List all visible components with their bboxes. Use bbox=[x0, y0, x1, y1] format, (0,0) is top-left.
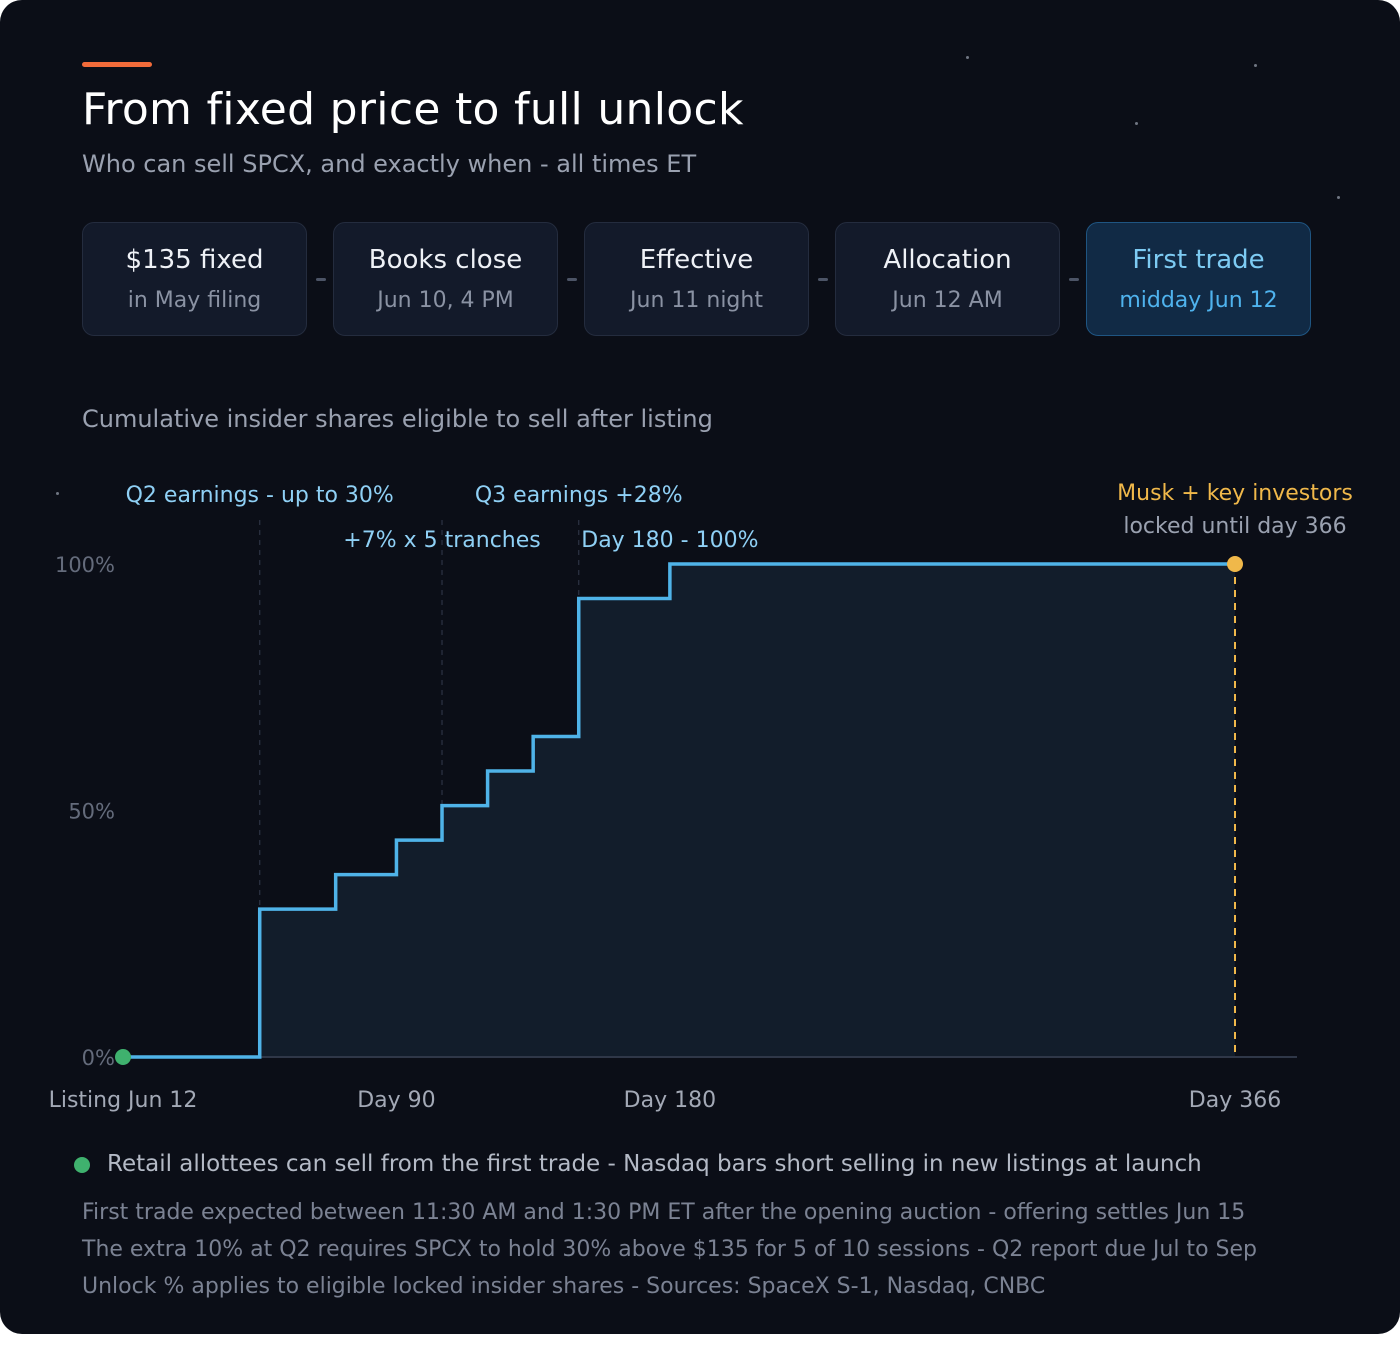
footnote-line: Unlock % applies to eligible locked insi… bbox=[82, 1274, 1046, 1299]
timeline-connector bbox=[818, 278, 828, 281]
chart-caption: Cumulative insider shares eligible to se… bbox=[82, 405, 713, 433]
event-annotation: Q3 earnings +28% bbox=[475, 483, 683, 508]
listing-start-point bbox=[115, 1049, 131, 1065]
decorative-star bbox=[966, 56, 969, 59]
y-tick-label: 0% bbox=[82, 1046, 115, 1070]
timeline-step-subtitle: Jun 11 night bbox=[630, 288, 763, 313]
timeline-step-subtitle: midday Jun 12 bbox=[1119, 288, 1278, 313]
page-subtitle: Who can sell SPCX, and exactly when - al… bbox=[82, 150, 697, 178]
timeline-step-subtitle: in May filing bbox=[127, 288, 262, 313]
y-tick-label: 50% bbox=[68, 800, 115, 824]
accent-bar bbox=[82, 62, 152, 67]
unlock-step-line bbox=[123, 562, 1235, 1059]
x-tick-label: Day 180 bbox=[624, 1088, 716, 1113]
timeline-step-books-close: Books close Jun 10, 4 PM bbox=[333, 222, 558, 336]
timeline-connector bbox=[316, 278, 326, 281]
retail-legend-dot bbox=[74, 1157, 90, 1173]
page-title: From fixed price to full unlock bbox=[82, 84, 744, 135]
timeline-step-first-trade: First trade midday Jun 12 bbox=[1086, 222, 1311, 336]
timeline-step-title: Effective bbox=[639, 245, 754, 275]
x-tick-label: Listing Jun 12 bbox=[49, 1088, 198, 1113]
decorative-star bbox=[1254, 64, 1257, 67]
lockup-subtitle: locked until day 366 bbox=[1123, 514, 1346, 539]
timeline-steps: $135 fixed in May filing Books close Jun… bbox=[82, 222, 1314, 338]
decorative-star bbox=[1135, 122, 1138, 125]
unlock-step-chart: 0% 50% 100% Listing Jun 12 Day 90 Day 180 Day … bbox=[49, 481, 1353, 1113]
timeline-connector bbox=[567, 278, 577, 281]
timeline-step-title: $135 fixed bbox=[125, 245, 264, 275]
event-annotation: Day 180 - 100% bbox=[581, 528, 758, 553]
timeline-step-title: Allocation bbox=[883, 245, 1012, 275]
decorative-star bbox=[56, 492, 59, 495]
timeline-step-effective: Effective Jun 11 night bbox=[584, 222, 809, 336]
timeline-step-fixed-price: $135 fixed in May filing bbox=[82, 222, 307, 336]
footnote-line: First trade expected between 11:30 AM an… bbox=[82, 1200, 1246, 1225]
timeline-connector bbox=[1069, 278, 1079, 281]
decorative-star bbox=[1337, 196, 1340, 199]
unlock-area-fill bbox=[123, 564, 1235, 1057]
lockup-title: Musk + key investors bbox=[1117, 481, 1353, 506]
retail-legend-text: Retail allottees can sell from the first… bbox=[107, 1151, 1202, 1177]
x-tick-label: Day 90 bbox=[357, 1088, 435, 1113]
timeline-step-subtitle: Jun 10, 4 PM bbox=[377, 288, 514, 313]
timeline-step-title: First trade bbox=[1132, 245, 1265, 275]
footnote-line: The extra 10% at Q2 requires SPCX to hol… bbox=[82, 1237, 1257, 1262]
timeline-step-subtitle: Jun 12 AM bbox=[892, 288, 1003, 313]
event-annotation: +7% x 5 tranches bbox=[343, 528, 540, 553]
y-tick-label: 100% bbox=[55, 553, 115, 577]
event-annotation: Q2 earnings - up to 30% bbox=[126, 483, 394, 508]
timeline-step-allocation: Allocation Jun 12 AM bbox=[835, 222, 1060, 336]
lockup-end-point bbox=[1227, 556, 1243, 572]
timeline-step-title: Books close bbox=[368, 245, 523, 275]
x-tick-label: Day 366 bbox=[1189, 1088, 1281, 1113]
